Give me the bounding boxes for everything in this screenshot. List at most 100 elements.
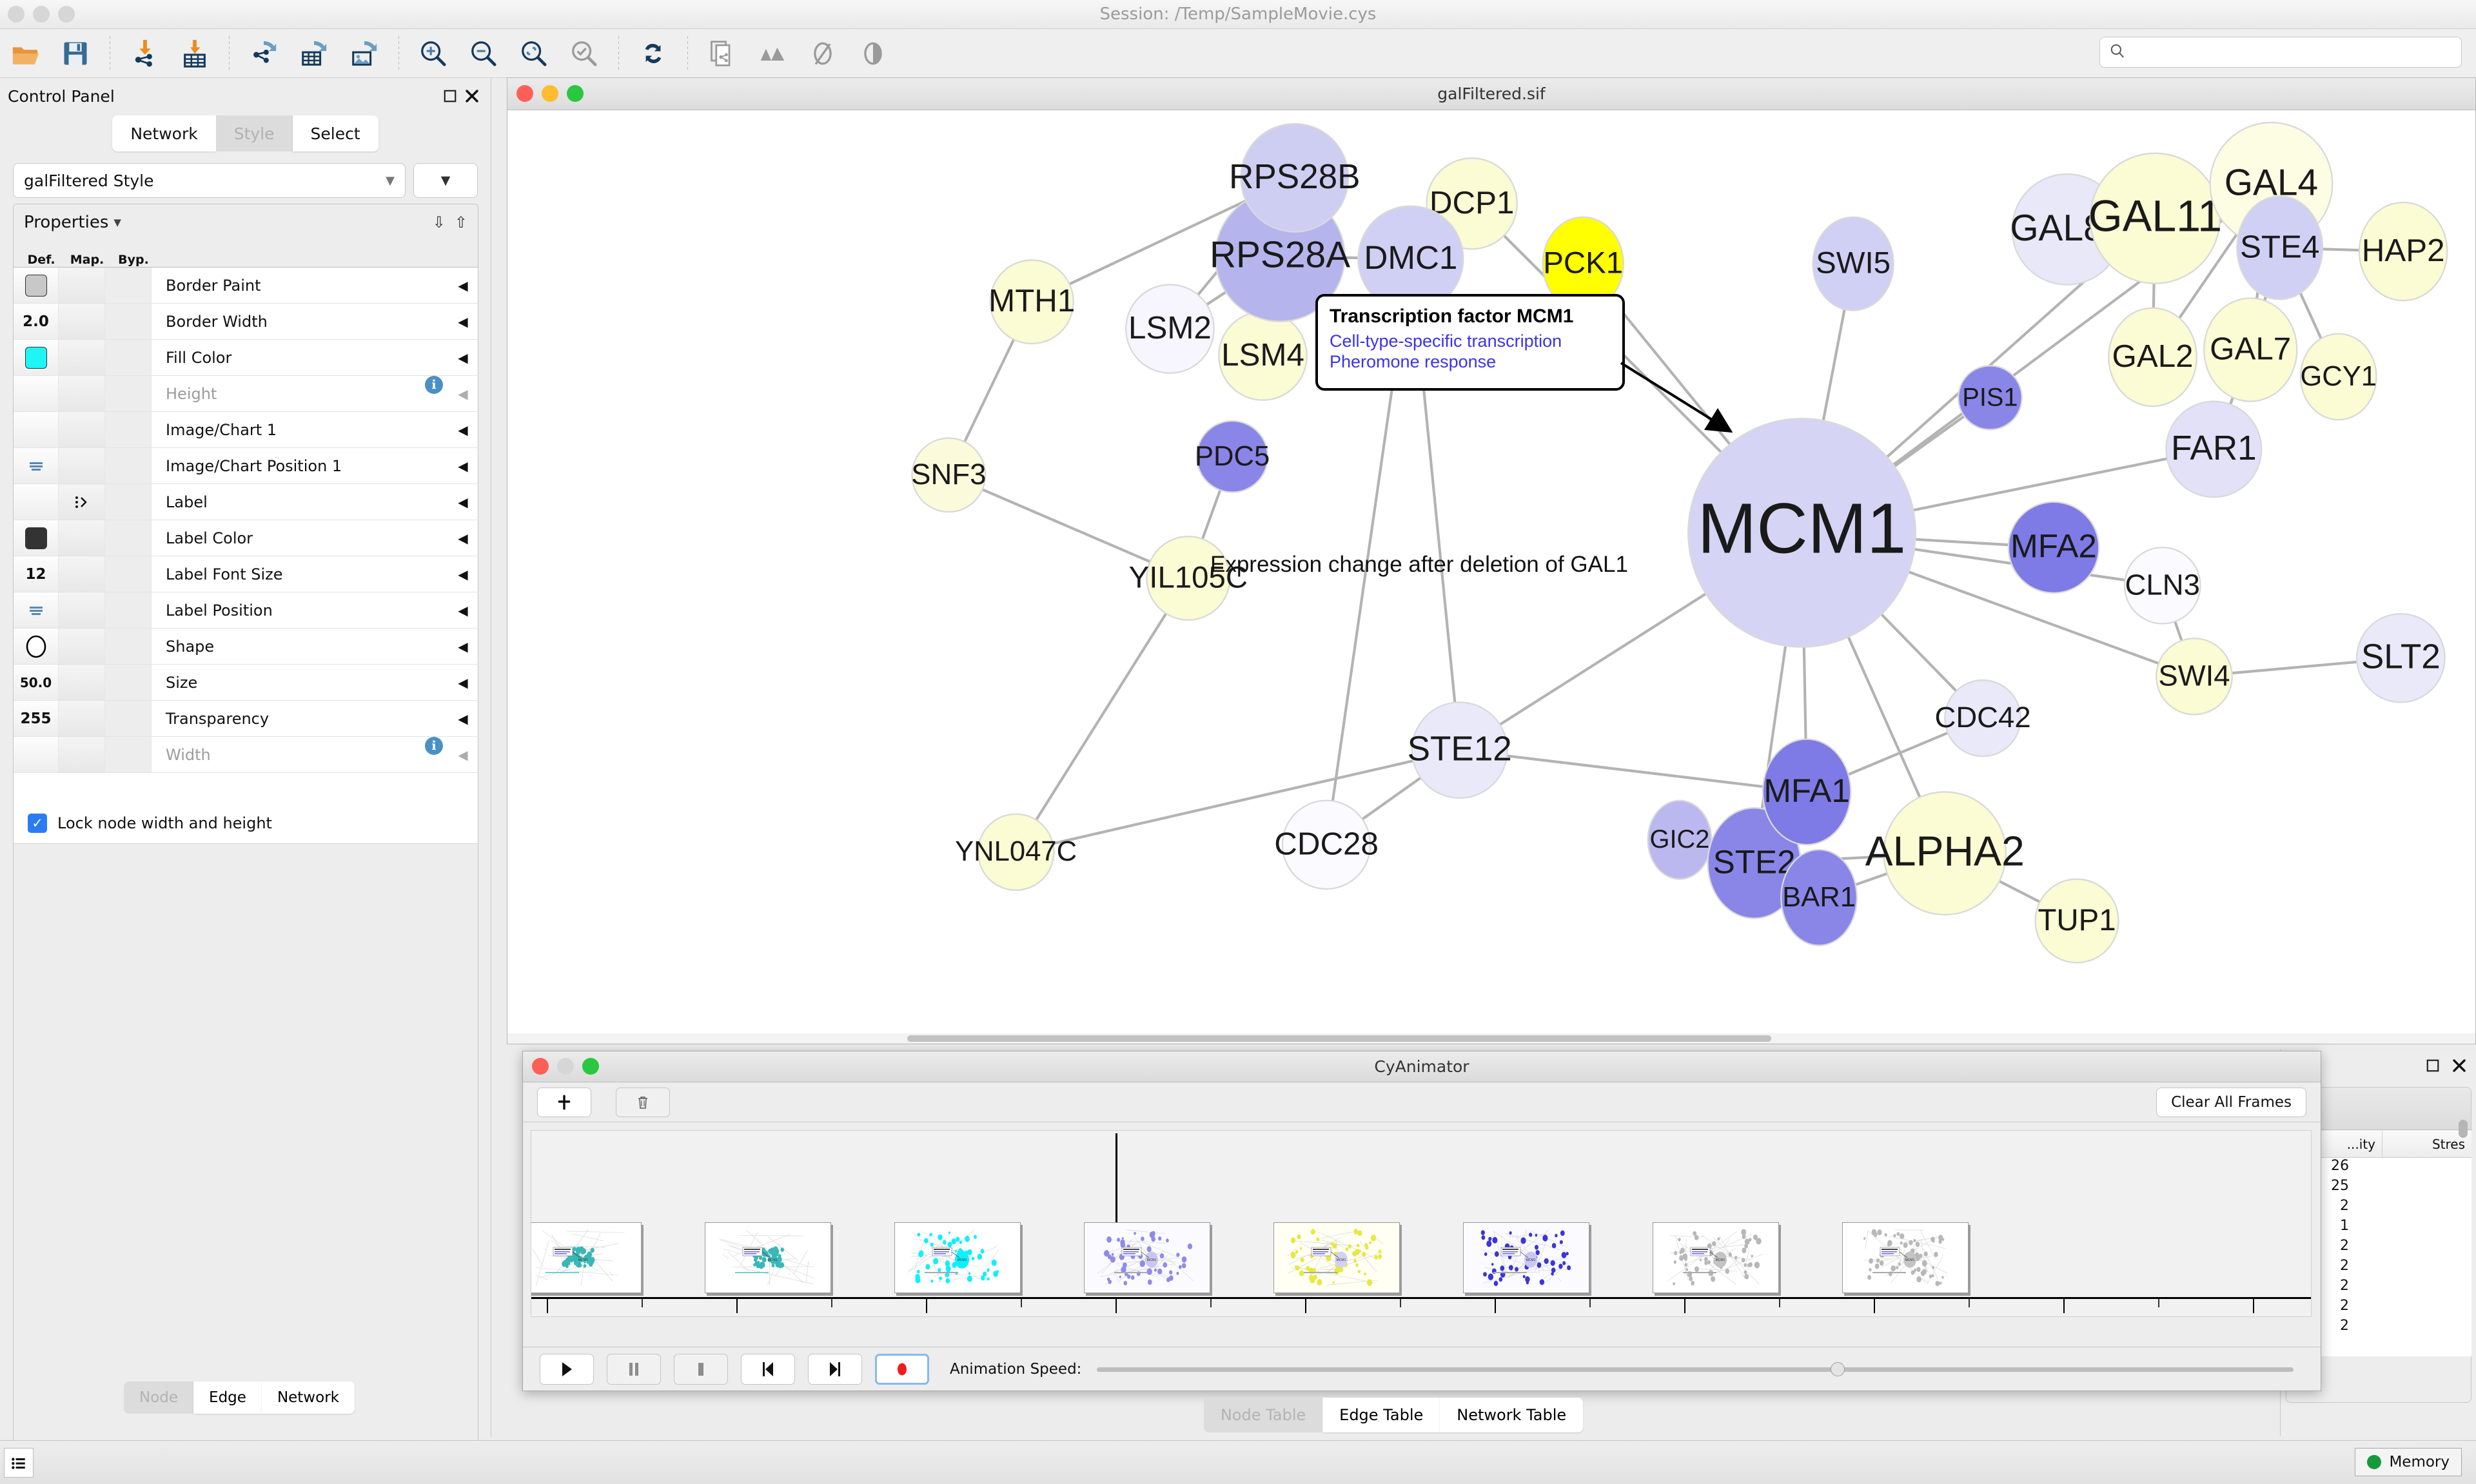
network-node[interactable]: CLN3 [2123, 547, 2201, 625]
network-node[interactable]: MFA1 [1762, 738, 1852, 846]
restore-icon[interactable] [439, 85, 461, 107]
tab-network[interactable]: Network [112, 115, 216, 151]
export-table-icon[interactable] [289, 34, 339, 73]
property-row[interactable]: Shape ◀ [14, 629, 478, 665]
table-row[interactable]: 25 [2287, 1178, 2471, 1198]
property-mapping-cell[interactable] [59, 737, 105, 772]
prev-frame-button[interactable] [741, 1353, 795, 1385]
property-default-cell[interactable] [14, 629, 59, 664]
network-node[interactable]: CDC28 [1274, 799, 1379, 890]
close-window-button[interactable] [8, 6, 25, 23]
property-expand-arrow[interactable]: ◀ [458, 747, 468, 763]
timeline-frame[interactable]: MCM1 [1653, 1222, 1779, 1293]
property-default-cell[interactable] [14, 448, 59, 483]
cyanimator-close-button[interactable] [532, 1058, 549, 1075]
network-node[interactable]: SNF3 [911, 437, 986, 513]
memory-status-button[interactable]: Memory [2355, 1448, 2462, 1476]
property-bypass-cell[interactable] [105, 304, 152, 339]
network-node[interactable]: TUP1 [2034, 878, 2119, 964]
property-default-cell[interactable]: 2.0 [14, 304, 59, 339]
cyanimator-traffic-lights[interactable] [532, 1058, 599, 1075]
property-mapping-cell[interactable] [59, 556, 105, 592]
show-all-icon[interactable] [848, 34, 898, 73]
property-row[interactable]: Width i ◀ [14, 737, 478, 773]
delete-frame-button[interactable] [616, 1087, 670, 1117]
property-bypass-cell[interactable] [105, 376, 152, 411]
timeline-frame[interactable]: MCM1 [531, 1222, 642, 1293]
property-bypass-cell[interactable] [105, 629, 152, 664]
list-icon[interactable] [4, 1447, 34, 1478]
property-row[interactable]: Label Color ◀ [14, 520, 478, 556]
record-button[interactable] [875, 1353, 929, 1385]
clear-all-frames-button[interactable]: Clear All Frames [2156, 1088, 2306, 1117]
property-default-cell[interactable]: 255 [14, 701, 59, 736]
property-default-cell[interactable] [14, 520, 59, 556]
save-session-icon[interactable] [50, 34, 101, 73]
style-options-menu-button[interactable]: ▼ [413, 163, 478, 198]
property-default-cell[interactable] [14, 412, 59, 447]
property-row[interactable]: Image/Chart Position 1 ◀ [14, 448, 478, 484]
table-row[interactable]: 2 [2287, 1298, 2471, 1318]
property-mapping-cell[interactable] [59, 412, 105, 447]
network-edge[interactable] [1014, 577, 1190, 853]
info-icon[interactable]: i [425, 737, 443, 755]
network-node[interactable]: PIS1 [1958, 365, 2023, 431]
zoom-selected-icon[interactable] [559, 34, 609, 73]
network-zoom-button[interactable] [567, 85, 584, 102]
property-default-cell[interactable]: 50.0 [14, 665, 59, 700]
property-bypass-cell[interactable] [105, 340, 152, 375]
table-row[interactable]: 2 [2287, 1258, 2471, 1278]
tab-network-table[interactable]: Network Table [1440, 1398, 1584, 1432]
property-expand-arrow[interactable]: ◀ [458, 710, 468, 727]
property-row[interactable]: 50.0 Size ◀ [14, 665, 478, 701]
network-close-button[interactable] [516, 85, 533, 102]
property-row[interactable]: Border Paint ◀ [14, 268, 478, 304]
property-expand-arrow[interactable]: ◀ [458, 349, 468, 366]
close-icon[interactable] [461, 85, 483, 107]
property-mapping-cell[interactable] [59, 304, 105, 339]
network-node[interactable]: RPS28B [1229, 122, 1361, 233]
network-node[interactable]: GCY1 [2299, 333, 2377, 421]
tab-edge[interactable]: Edge [193, 1381, 262, 1414]
property-expand-arrow[interactable]: ◀ [458, 458, 468, 474]
property-expand-arrow[interactable]: ◀ [458, 530, 468, 546]
network-node[interactable]: STE12 [1408, 701, 1512, 799]
zoom-fit-icon[interactable] [509, 34, 559, 73]
restore-icon[interactable] [2426, 1059, 2440, 1075]
property-bypass-cell[interactable] [105, 665, 152, 700]
minimize-window-button[interactable] [33, 6, 50, 23]
next-frame-button[interactable] [808, 1353, 862, 1385]
network-node[interactable]: SWI4 [2156, 638, 2233, 716]
network-node[interactable]: STE4 [2236, 195, 2324, 300]
property-mapping-cell[interactable] [59, 665, 105, 700]
cyanimator-minimize-button[interactable] [557, 1058, 574, 1075]
property-expand-arrow[interactable]: ◀ [458, 638, 468, 654]
property-mapping-cell[interactable] [59, 340, 105, 375]
property-expand-arrow[interactable]: ◀ [458, 602, 468, 618]
property-bypass-cell[interactable] [105, 701, 152, 736]
export-network-icon[interactable] [239, 34, 289, 73]
network-node[interactable]: GIC2 [1647, 799, 1713, 880]
property-default-cell[interactable] [14, 484, 59, 520]
node-annotation-box[interactable]: Transcription factor MCM1 Cell-type-spec… [1315, 294, 1625, 391]
new-network-icon[interactable] [697, 34, 747, 73]
table-row[interactable]: 26 [2287, 1158, 2471, 1178]
table-row[interactable]: 2 [2287, 1238, 2471, 1258]
search-input[interactable] [2134, 43, 2452, 61]
property-mapping-cell[interactable] [59, 520, 105, 556]
open-file-icon[interactable] [0, 34, 50, 73]
property-mapping-cell[interactable] [59, 484, 105, 520]
property-row[interactable]: 2.0 Border Width ◀ [14, 304, 478, 340]
layout-icon[interactable] [747, 34, 798, 73]
network-node[interactable]: CDC42 [1934, 679, 2031, 757]
property-row[interactable]: Fill Color ◀ [14, 340, 478, 376]
lock-node-size-row[interactable]: ✓ Lock node width and height [14, 803, 478, 844]
network-edge[interactable] [1016, 748, 1460, 854]
network-node[interactable]: MFA2 [2007, 501, 2100, 594]
property-row[interactable]: Label Position ◀ [14, 592, 478, 629]
timeline-frame[interactable]: MCM1 [1842, 1222, 1969, 1293]
tab-select[interactable]: Select [292, 115, 378, 151]
window-traffic-lights[interactable] [8, 6, 75, 23]
tab-node[interactable]: Node [124, 1381, 194, 1414]
property-default-cell[interactable] [14, 737, 59, 772]
